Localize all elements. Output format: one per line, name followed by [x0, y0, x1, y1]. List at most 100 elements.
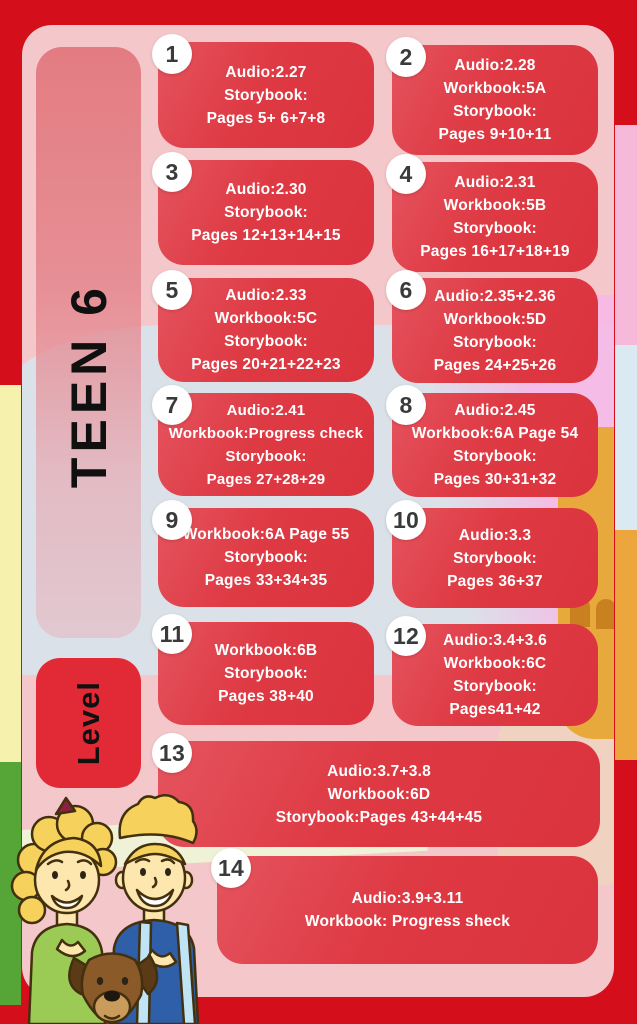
card-number: 1 — [165, 40, 179, 67]
card-number: 6 — [399, 276, 413, 303]
card-number: 13 — [159, 739, 185, 766]
card-body: Audio:3.3 Storybook: Pages 36+37 — [447, 524, 543, 593]
card-line: Workbook:5D — [443, 310, 547, 328]
card-body: Audio:3.9+3.11 Workbook: Progress sheck — [305, 887, 510, 933]
card-body: Workbook:6A Page 55 Storybook: Pages 33+34… — [183, 523, 350, 592]
page-title: TEEN 6 — [60, 282, 117, 489]
card-line: Storybook: — [224, 333, 308, 350]
card-number-badge: 4 — [386, 154, 426, 194]
card-line: Workbook:5A — [443, 80, 547, 97]
card-line: Pages 9+10+11 — [438, 126, 552, 143]
card-line: Pages41+42 — [449, 701, 541, 718]
card-line: Audio:3.4+3.6 — [443, 632, 547, 649]
card-line: Storybook: — [453, 220, 537, 237]
card-number-badge: 7 — [152, 385, 192, 425]
card-number-badge: 13 — [152, 733, 192, 773]
card-number: 12 — [393, 622, 419, 649]
card-line: Workbook:5C — [214, 310, 318, 327]
lesson-card: 4 Audio:2.31 Workbook:5B Storybook: Pages 1… — [386, 154, 598, 272]
card-number: 7 — [165, 391, 179, 418]
lesson-card: 3 Audio:2.30 Storybook: Pages 12+13+14+15 — [152, 152, 374, 265]
card-line: Workbook:6D — [327, 785, 431, 803]
card-body: Audio:2.35+2.36 Workbook:5D Storybook: Page… — [434, 285, 557, 377]
card-line: Workbook:6A Page 55 — [182, 526, 350, 543]
card-line: Audio:2.30 — [225, 181, 307, 198]
card-body: Workbook:6B Storybook: Pages 38+40 — [215, 639, 318, 708]
bg-orange-strip — [615, 530, 637, 760]
card-line: Audio:3.3 — [458, 526, 532, 544]
card-number-badge: 10 — [386, 500, 426, 540]
card-number-badge: 6 — [386, 270, 426, 310]
lesson-card: 1 Audio:2.27 Storybook: Pages 5+ 6+7+8 — [152, 34, 374, 148]
card-body: Audio:2.41 Workbook:Progress check Storybo… — [169, 399, 363, 491]
sidebar-title-bar: TEEN 6 — [36, 47, 141, 638]
lesson-card: 7 Audio:2.41 Workbook:Progress check Story… — [152, 385, 374, 496]
card-number: 14 — [218, 854, 244, 881]
card-number-badge: 5 — [152, 270, 192, 310]
card-line: Storybook: — [224, 665, 308, 682]
card-line: Workbook:6C — [443, 655, 547, 672]
card-line: Workbook:6A Page 54 — [411, 425, 579, 442]
card-number-badge: 2 — [386, 37, 426, 77]
bg-blue-strip — [615, 345, 637, 530]
card-line: Pages 12+13+14+15 — [191, 227, 341, 244]
lesson-card: 9 Workbook:6A Page 55 Storybook: Pages 33+… — [152, 500, 374, 607]
card-line: Pages 33+34+35 — [204, 572, 328, 589]
card-number-badge: 8 — [386, 385, 426, 425]
card-line: Workbook:Progress check — [168, 424, 364, 442]
card-number-badge: 12 — [386, 616, 426, 656]
card-line: Pages 16+17+18+19 — [420, 243, 570, 260]
card-line: Storybook: — [224, 549, 308, 566]
card-line: Storybook: — [224, 86, 308, 104]
card-line: Storybook: — [453, 103, 537, 120]
card-line: Audio:2.33 — [225, 287, 307, 304]
card-body: Audio:2.31 Workbook:5B Storybook: Pages 16+… — [420, 171, 570, 263]
card-number-badge: 14 — [211, 848, 251, 888]
card-line: Audio:3.7+3.8 — [327, 762, 431, 780]
card-body: Audio:2.45 Workbook:6A Page 54 Storybook: P… — [412, 399, 579, 491]
card-number-badge: 11 — [152, 614, 192, 654]
card-line: Workbook: Progress sheck — [304, 913, 511, 930]
card-body: Audio:2.27 Storybook: Pages 5+ 6+7+8 — [207, 61, 326, 130]
bg-green-strip — [0, 762, 21, 1005]
card-line: Workbook:6B — [214, 642, 318, 659]
kids-illustration — [10, 794, 200, 1024]
card-number: 2 — [399, 43, 413, 70]
level-badge: Level — [36, 658, 141, 788]
lesson-card: 13 Audio:3.7+3.8 Workbook:6D Storybook:Pag… — [152, 733, 600, 847]
card-number: 4 — [399, 160, 413, 187]
card-number: 3 — [165, 158, 179, 185]
card-body: Audio:2.33 Workbook:5C Storybook: Pages 20+… — [191, 284, 341, 376]
card-number: 11 — [159, 620, 185, 647]
lesson-card: 14 Audio:3.9+3.11 Workbook: Progress shec… — [211, 848, 598, 964]
card-body: Audio:3.4+3.6 Workbook:6C Storybook: Pages4… — [443, 629, 547, 721]
lesson-card: 2 Audio:2.28 Workbook:5A Storybook: Pages 9… — [386, 37, 598, 155]
lesson-card: 12 Audio:3.4+3.6 Workbook:6C Storybook: Pag… — [386, 616, 598, 726]
card-line: Audio:3.9+3.11 — [351, 890, 464, 907]
card-body: Audio:2.30 Storybook: Pages 12+13+14+15 — [191, 178, 341, 247]
card-number: 8 — [399, 391, 413, 418]
card-line: Storybook: — [453, 333, 537, 351]
card-line: Pages 5+ 6+7+8 — [206, 109, 326, 127]
card-line: Storybook: — [225, 447, 307, 465]
lesson-card: 5 Audio:2.33 Workbook:5C Storybook: Pages 2… — [152, 270, 374, 382]
lesson-card: 8 Audio:2.45 Workbook:6A Page 54 Storybook… — [386, 385, 598, 497]
card-line: Storybook: — [453, 678, 537, 695]
card-line: Storybook: — [453, 549, 537, 567]
card-number: 10 — [393, 506, 419, 533]
card-line: Audio:2.45 — [454, 402, 536, 419]
card-number-badge: 9 — [152, 500, 192, 540]
lesson-card: 6 Audio:2.35+2.36 Workbook:5D Storybook: Pa… — [386, 270, 598, 383]
card-line: Pages 38+40 — [218, 688, 314, 705]
card-line: Pages 27+28+29 — [206, 470, 326, 488]
lesson-card: 10 Audio:3.3 Storybook: Pages 36+37 — [386, 500, 598, 608]
card-line: Storybook: — [453, 448, 537, 465]
card-line: Pages 20+21+22+23 — [191, 356, 341, 373]
card-line: Audio:2.31 — [454, 174, 536, 191]
card-line: Audio:2.27 — [225, 63, 307, 81]
lesson-card: 11 Workbook:6B Storybook: Pages 38+40 — [152, 614, 374, 725]
card-line: Audio:2.41 — [226, 401, 306, 419]
card-number: 5 — [165, 276, 179, 303]
card-line: Audio:2.35+2.36 — [434, 287, 556, 305]
